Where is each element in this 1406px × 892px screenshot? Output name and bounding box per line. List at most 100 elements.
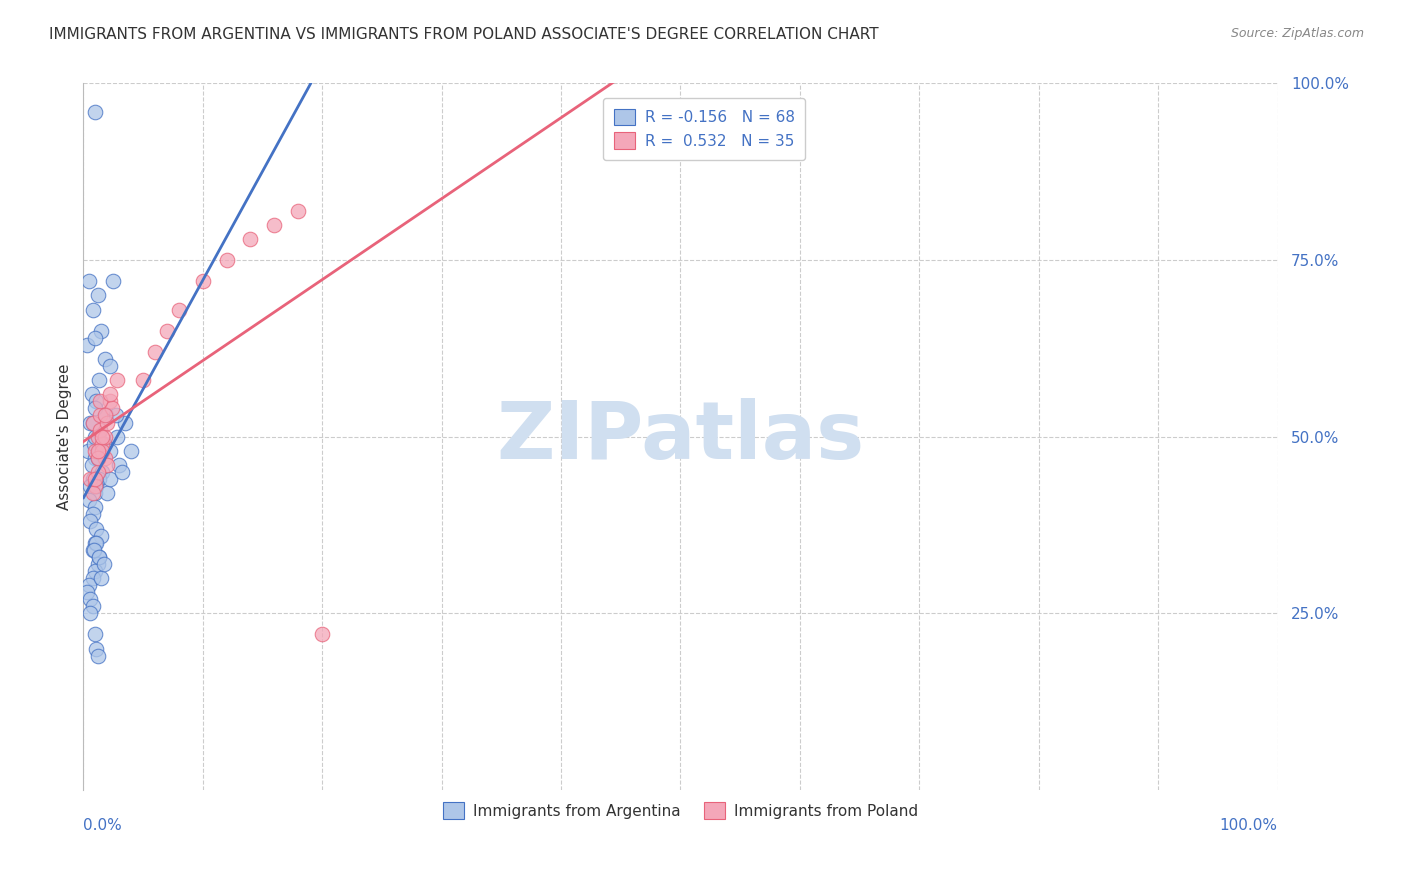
Point: [77, 443, 100, 458]
Point: [239, 232, 262, 246]
Text: 100.0%: 100.0%: [1219, 818, 1278, 833]
Point: [101, 274, 124, 288]
Point: [83, 436, 105, 450]
Point: [84, 535, 107, 549]
Y-axis label: Associate's Degree: Associate's Degree: [58, 363, 72, 510]
Point: [287, 203, 309, 218]
Point: [94, 409, 117, 423]
Point: [82, 571, 104, 585]
Point: [87, 373, 110, 387]
Point: [79, 515, 101, 529]
Point: [96, 486, 118, 500]
Point: [86, 443, 108, 458]
Point: [82, 599, 104, 614]
Point: [156, 324, 179, 338]
Point: [84, 472, 107, 486]
Point: [86, 430, 108, 444]
Point: [96, 458, 118, 472]
Point: [84, 331, 107, 345]
Point: [80, 387, 103, 401]
Point: [110, 465, 132, 479]
Point: [87, 549, 110, 564]
Point: [84, 627, 107, 641]
Point: [94, 351, 117, 366]
Point: [79, 592, 101, 607]
Point: [90, 528, 112, 542]
Point: [91, 436, 114, 450]
Point: [84, 401, 107, 416]
Point: [79, 607, 101, 621]
Point: [89, 423, 111, 437]
Point: [82, 416, 104, 430]
Point: [77, 493, 100, 508]
Point: [77, 578, 100, 592]
Point: [86, 450, 108, 465]
Point: [311, 627, 333, 641]
Point: [91, 465, 114, 479]
Point: [108, 458, 131, 472]
Point: [79, 472, 101, 486]
Point: [86, 450, 108, 465]
Point: [89, 394, 111, 409]
Point: [94, 409, 117, 423]
Point: [86, 522, 108, 536]
Point: [86, 479, 108, 493]
Point: [86, 641, 108, 656]
Point: [263, 218, 285, 232]
Point: [93, 436, 115, 450]
Point: [87, 549, 110, 564]
Point: [94, 430, 117, 444]
Point: [86, 430, 108, 444]
Point: [86, 394, 108, 409]
Point: [83, 542, 105, 557]
Point: [79, 416, 101, 430]
Text: Source: ZipAtlas.com: Source: ZipAtlas.com: [1230, 27, 1364, 40]
Point: [91, 443, 114, 458]
Point: [143, 345, 166, 359]
Point: [105, 430, 128, 444]
Point: [84, 443, 107, 458]
Point: [86, 535, 108, 549]
Point: [98, 387, 121, 401]
Point: [84, 486, 107, 500]
Point: [86, 557, 108, 571]
Text: 0.0%: 0.0%: [83, 818, 122, 833]
Point: [86, 465, 108, 479]
Point: [104, 409, 127, 423]
Point: [101, 401, 124, 416]
Point: [76, 585, 98, 599]
Point: [82, 508, 104, 522]
Point: [90, 324, 112, 338]
Point: [76, 338, 98, 352]
Point: [80, 458, 103, 472]
Point: [77, 274, 100, 288]
Point: [79, 479, 101, 493]
Point: [84, 430, 107, 444]
Point: [120, 443, 142, 458]
Point: [98, 359, 121, 373]
Point: [84, 500, 107, 515]
Point: [84, 450, 107, 465]
Point: [86, 648, 108, 663]
Point: [215, 253, 238, 268]
Point: [98, 394, 121, 409]
Legend: Immigrants from Argentina, Immigrants from Poland: Immigrants from Argentina, Immigrants fr…: [433, 793, 928, 828]
Point: [89, 423, 111, 437]
Point: [89, 409, 111, 423]
Point: [84, 104, 107, 119]
Point: [82, 542, 104, 557]
Point: [87, 443, 110, 458]
Point: [167, 302, 190, 317]
Point: [132, 373, 155, 387]
Point: [84, 479, 107, 493]
Point: [86, 288, 108, 302]
Point: [84, 564, 107, 578]
Text: IMMIGRANTS FROM ARGENTINA VS IMMIGRANTS FROM POLAND ASSOCIATE'S DEGREE CORRELATI: IMMIGRANTS FROM ARGENTINA VS IMMIGRANTS …: [49, 27, 879, 42]
Point: [93, 557, 115, 571]
Point: [82, 416, 104, 430]
Point: [90, 571, 112, 585]
Point: [105, 373, 128, 387]
Point: [98, 472, 121, 486]
Point: [87, 472, 110, 486]
Point: [86, 430, 108, 444]
